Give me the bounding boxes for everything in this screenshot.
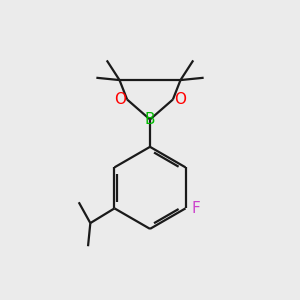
Text: B: B — [145, 112, 155, 127]
Text: O: O — [114, 92, 126, 107]
Text: O: O — [174, 92, 186, 107]
Text: F: F — [192, 201, 200, 216]
